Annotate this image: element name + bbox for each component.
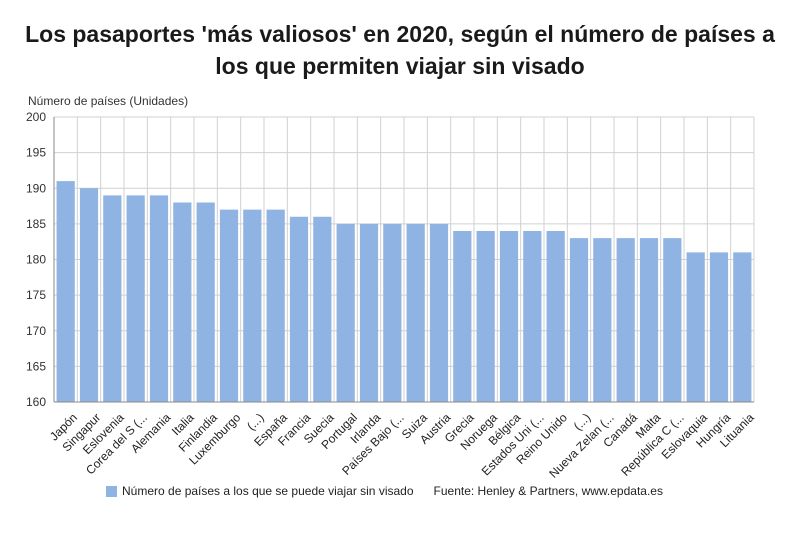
bar-chart: 160 165 170 175 180 185 190 195 200 JapónSingapu… <box>26 110 757 480</box>
legend-label: Número de países a los que se puede viaj… <box>122 484 414 498</box>
bar <box>663 238 682 402</box>
y-tick-labels: 160 165 170 175 180 185 190 195 200 <box>26 110 46 409</box>
bar <box>686 252 705 402</box>
bar <box>336 223 355 402</box>
chart-title: Los pasaportes 'más valiosos' en 2020, s… <box>0 18 800 82</box>
bars <box>56 181 752 402</box>
y-tick-label: 185 <box>26 217 46 231</box>
y-tick-label: 165 <box>26 359 46 373</box>
grid-lines <box>53 116 755 403</box>
bar <box>79 188 99 402</box>
legend-swatch <box>106 485 117 497</box>
chart-title-line-1: Los pasaportes 'más valiosos' en 2020, s… <box>25 21 775 47</box>
bar <box>359 223 379 402</box>
bar <box>173 202 192 402</box>
y-tick-label: 200 <box>26 110 46 124</box>
bar <box>56 181 75 402</box>
y-axis-label: Número de países (Unidades) <box>28 94 189 108</box>
bar <box>429 223 449 402</box>
y-tick-label: 170 <box>26 324 46 338</box>
bar <box>733 252 752 402</box>
bar <box>546 231 565 402</box>
y-tick-label: 195 <box>26 146 46 160</box>
bar <box>126 195 145 402</box>
bar <box>196 202 215 402</box>
bar <box>476 231 495 402</box>
bar <box>499 231 519 402</box>
bar <box>593 238 612 402</box>
chart-footer: Número de países a los que se puede viaj… <box>106 484 663 498</box>
y-tick-label: 190 <box>26 181 46 195</box>
chart-title-line-2: los que permiten viajar sin visado <box>215 53 585 79</box>
y-tick-label: 175 <box>26 288 46 302</box>
bar <box>103 195 122 402</box>
bar <box>289 216 309 402</box>
bar <box>453 231 472 402</box>
bar <box>406 223 425 402</box>
bar <box>709 252 729 402</box>
bar <box>383 223 402 402</box>
bar <box>639 238 659 402</box>
bar <box>569 238 589 402</box>
bar <box>523 231 542 402</box>
axes <box>53 117 754 403</box>
bar <box>266 209 285 402</box>
bar <box>219 209 239 402</box>
bar <box>149 195 169 402</box>
y-tick-label: 160 <box>26 395 46 409</box>
bar <box>243 209 262 402</box>
bar <box>616 238 635 402</box>
source-note: Fuente: Henley & Partners, www.epdata.es <box>433 484 663 498</box>
bar <box>313 216 332 402</box>
y-tick-label: 180 <box>26 253 46 267</box>
